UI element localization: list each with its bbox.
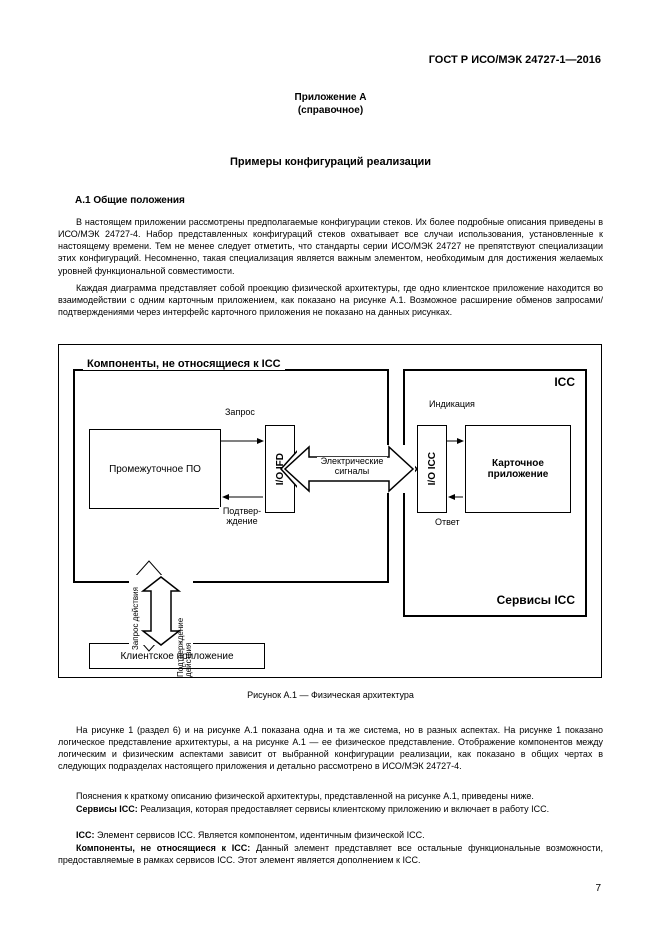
def-icc-term: ICC: — [76, 830, 95, 840]
main-title: Примеры конфигураций реализации — [0, 156, 661, 168]
paragraph-3: На рисунке 1 (раздел 6) и на рисунке А.1… — [58, 724, 603, 773]
standard-code: ГОСТ Р ИСО/МЭК 24727-1—2016 — [429, 54, 601, 66]
annex-label: Приложение А — [0, 92, 661, 103]
io-ifd-label: I/O IFD — [275, 453, 286, 485]
paragraph-4: Пояснения к краткому описанию физической… — [58, 790, 603, 802]
label-request-action: Запрос действия — [131, 587, 140, 650]
io-ifd-box: I/O IFD — [265, 425, 295, 513]
annex-type: (справочное) — [0, 105, 661, 116]
definition-services-icc: Сервисы ICC: Реализация, которая предост… — [58, 803, 603, 815]
icc-services-label: Сервисы ICC — [497, 593, 575, 607]
io-icc-label: I/O ICC — [427, 452, 438, 485]
non-icc-title: Компоненты, не относящиеся к ICC — [83, 358, 285, 370]
icc-title: ICC — [554, 375, 575, 389]
paragraph-1: В настоящем приложении рассмотрены предп… — [58, 216, 603, 277]
def-icc-text: Элемент сервисов ICC. Является компонент… — [95, 830, 425, 840]
definition-icc: ICC: Элемент сервисов ICC. Является комп… — [58, 829, 603, 841]
middleware-box: Промежуточное ПО — [89, 429, 221, 509]
paragraph-2: Каждая диаграмма представляет собой прое… — [58, 282, 603, 318]
def-services-icc-term: Сервисы ICC: — [76, 804, 138, 814]
page-number: 7 — [595, 883, 601, 894]
label-response: Ответ — [435, 517, 460, 527]
io-icc-box: I/O ICC — [417, 425, 447, 513]
figure-a1: Компоненты, не относящиеся к ICC ICC Сер… — [58, 344, 602, 678]
def-non-icc-term: Компоненты, не относящиеся к ICC: — [76, 843, 250, 853]
definition-non-icc: Компоненты, не относящиеся к ICC: Данный… — [58, 842, 603, 866]
label-confirm-action: Подтверждение действия — [177, 583, 193, 677]
label-request: Запрос — [225, 407, 255, 417]
def-services-icc-text: Реализация, которая предоставляет сервис… — [138, 804, 549, 814]
label-indication: Индикация — [429, 399, 475, 409]
section-a1-title: А.1 Общие положения — [75, 195, 185, 206]
figure-caption: Рисунок А.1 — Физическая архитектура — [0, 690, 661, 700]
card-app-box: Карточное приложение — [465, 425, 571, 513]
document-page: ГОСТ Р ИСО/МЭК 24727-1—2016 Приложение А… — [0, 0, 661, 936]
label-signals: Электрические сигналы — [317, 457, 387, 477]
label-confirm: Подтвер-ждение — [219, 507, 265, 527]
